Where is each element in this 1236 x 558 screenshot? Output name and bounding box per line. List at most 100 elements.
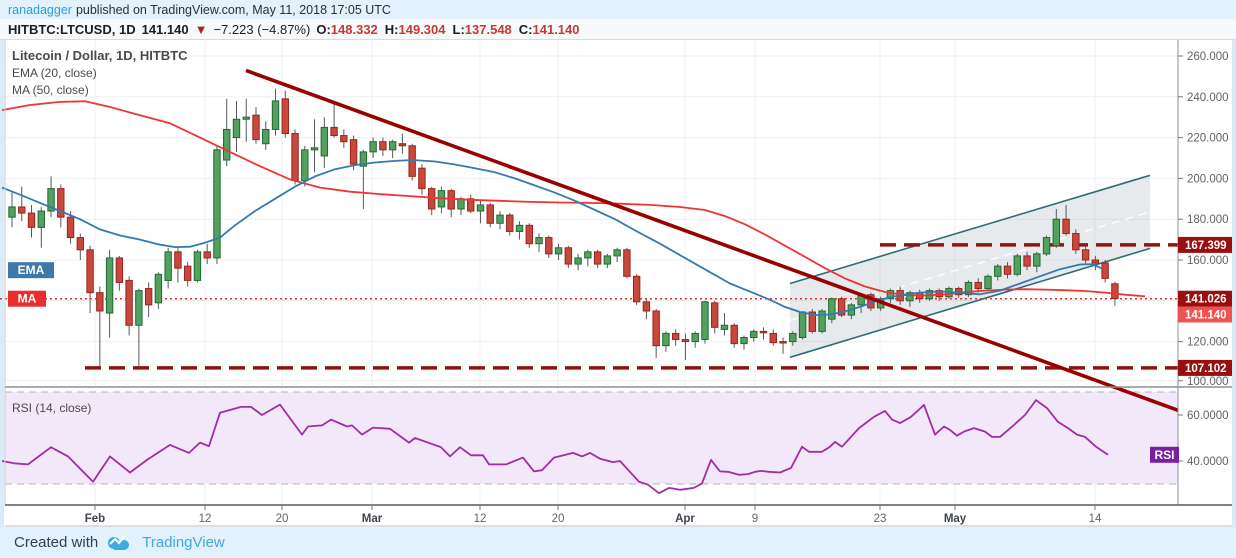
candle-body [1003,265,1012,275]
candle-body [1081,249,1090,261]
candle-body [759,330,768,334]
left-edge-strip [0,40,4,527]
candle-body [447,190,455,210]
candle-body [906,292,914,302]
candle-body [691,332,699,343]
candle-body [281,98,289,135]
candle-body [750,330,758,339]
price-axis[interactable]: 260.000 240.000 220.000 200.000 180.000 160.0… [1178,51,1232,468]
time-tick-label: 20 [552,513,565,525]
footer-bar: Created with TradingView [0,527,1236,558]
time-tick-label: 12 [474,513,487,525]
chart-title: Litecoin / Dollar, 1D, HITBTC [12,48,188,63]
candle-body [662,332,670,347]
candle-body [203,251,211,259]
open-value: 148.332 [330,21,378,37]
price-chart-canvas[interactable]: 260.000 240.000 220.000 200.000 180.000 160.0… [0,40,1236,527]
candle-body [57,188,65,218]
publish-bar: ranadagger published on TradingView.com,… [0,0,1236,19]
rsi-band [5,392,1178,484]
candle-body [262,128,270,145]
publish-text: published on TradingView.com, May 11, 20… [75,2,391,17]
downtrend-line[interactable] [245,68,1179,413]
tradingview-logo-icon [108,536,130,550]
candle-body [525,224,533,245]
down-arrow-icon: ▼ [194,21,208,37]
candle-body [66,216,75,239]
candle-body [232,118,241,139]
price-tick-label: 120.000 [1187,337,1229,349]
time-tick-label: 12 [199,513,212,525]
candle-body [310,147,319,151]
candle-body [330,126,338,137]
symbol-label[interactable]: HITBTC:LTCUSD, 1D [8,21,136,37]
candle-body [408,145,416,177]
candle-body [340,135,348,143]
change-value: −7.223 (−4.87%) [213,21,311,37]
candle-body [86,249,94,294]
time-tick-label: 20 [276,513,289,525]
candle-body [154,273,163,304]
ma-badge [8,290,46,307]
candle-body [271,100,280,130]
candle-body [388,141,397,151]
candle-body [213,149,221,259]
price-badge [1178,236,1232,253]
candle-body [964,281,973,296]
chart-area[interactable]: 260.000 240.000 220.000 200.000 180.000 160.0… [0,40,1236,527]
price-badge [1178,290,1232,307]
candle-body [623,249,631,277]
candle-body [1062,218,1070,234]
candle-body [535,237,543,245]
ma50-line[interactable] [1,100,1146,298]
candle-body [27,212,36,228]
candle-body [798,311,807,339]
candle-body [1091,259,1100,264]
candle-body [398,143,407,147]
candle-body [681,339,690,343]
price-badge-value: 141.026 [1185,294,1227,306]
rsi-line[interactable] [1,399,1109,495]
candle-body [135,290,143,326]
candle-body [193,251,202,281]
candle-body [183,265,192,281]
candle-body [1033,253,1041,267]
candle-body [984,275,992,290]
candle-body [515,224,524,232]
channel-top-line[interactable] [789,174,1151,285]
time-axis[interactable]: Feb 12 20 Mar 12 20 Apr 9 23 May 14 [85,505,1102,525]
time-tick-label: Mar [362,513,383,525]
ema-legend[interactable]: EMA (20, close) [12,66,97,80]
rsi-tick-label: 40.0000 [1187,456,1229,468]
channel-bottom-line[interactable] [789,247,1151,359]
candle-body [8,206,16,218]
candle-body [1111,283,1119,299]
candle-body [506,214,514,232]
candle-body [593,251,602,265]
candle-body [76,237,85,251]
author-link[interactable]: ranadagger [8,2,72,17]
ma-badge-label: MA [18,292,37,306]
tradingview-link[interactable]: TradingView [142,534,225,551]
candle-body [886,290,895,300]
candle-body [740,337,748,345]
price-tick-label: 200.000 [1187,173,1229,185]
low-value: 137.548 [464,21,512,37]
candle-body [418,167,426,190]
ma-legend[interactable]: MA (50, close) [12,83,89,97]
price-badge-value: 141.140 [1185,309,1227,321]
rsi-legend[interactable]: RSI (14, close) [12,401,91,415]
candle-body [476,204,485,212]
candle-body [252,114,260,141]
candle-body [125,279,133,326]
time-tick-label: Apr [675,513,695,525]
candle-body [613,249,621,257]
candle-body [974,281,982,290]
candle-body [545,237,553,255]
ema20-line[interactable] [1,159,1103,316]
channel-mid-line [789,211,1151,322]
time-tick-label: May [944,513,967,525]
time-tick-label: Feb [85,513,105,525]
main-legend: Litecoin / Dollar, 1D, HITBTC EMA (20, cl… [12,48,188,97]
candle-body [369,141,377,153]
